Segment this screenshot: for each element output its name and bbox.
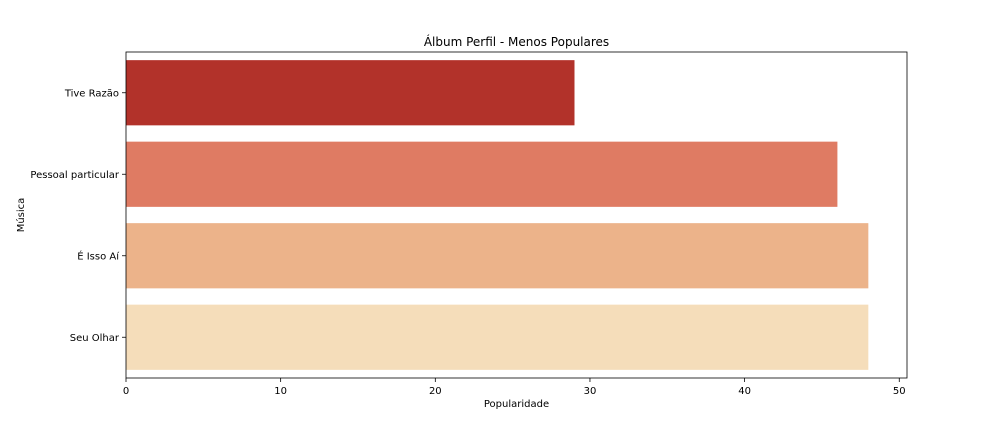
x-tick-label: 0	[123, 386, 129, 397]
x-tick-label: 50	[893, 386, 906, 397]
x-tick-label: 40	[738, 386, 751, 397]
y-axis: Tive Razão Pessoal particular É Isso Aí Seu…	[30, 88, 126, 344]
plot-frame	[125, 51, 908, 379]
y-tick-label: Tive Razão	[64, 88, 119, 99]
x-axis: 0 10 20 30 40 50	[123, 378, 906, 397]
bar	[126, 223, 869, 289]
y-tick-label: Seu Olhar	[70, 333, 120, 344]
bars-group	[126, 60, 869, 370]
bar	[126, 304, 869, 370]
y-tick-label: Pessoal particular	[30, 170, 119, 181]
x-axis-label: Popularidade	[484, 399, 549, 410]
chart-title: Álbum Perfil - Menos Populares	[424, 34, 609, 49]
x-tick-label: 30	[584, 386, 597, 397]
bar	[126, 60, 575, 126]
bar	[126, 141, 838, 207]
x-tick-label: 10	[274, 386, 287, 397]
y-axis-label: Música	[15, 198, 27, 233]
y-tick-label: É Isso Aí	[77, 249, 120, 262]
x-tick-label: 20	[429, 386, 442, 397]
